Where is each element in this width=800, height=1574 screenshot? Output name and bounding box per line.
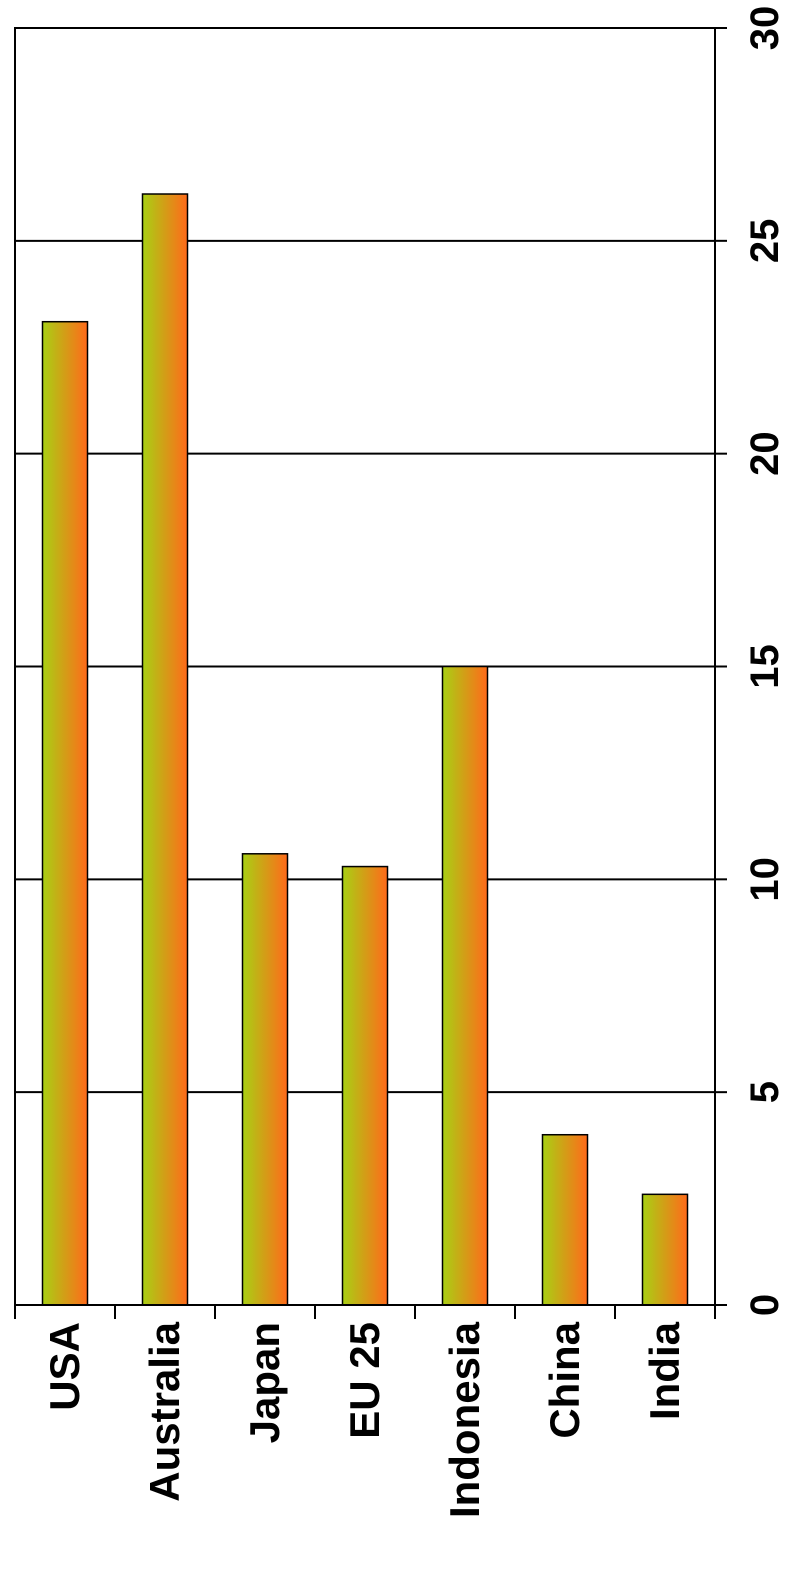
value-tick-label: 25 (743, 219, 787, 263)
bar-eu-25 (341, 865, 389, 1306)
value-tick-labels: 0 5 10 15 20 25 30 (743, 6, 787, 1316)
category-label: Japan (241, 1322, 288, 1443)
category-label: India (641, 1321, 688, 1420)
bars (41, 193, 689, 1306)
bar-india (641, 1193, 689, 1306)
plot-border (14, 27, 716, 1306)
category-label: Indonesia (441, 1321, 488, 1518)
bar-usa (41, 320, 89, 1306)
value-tick-label: 0 (743, 1294, 787, 1316)
category-labels: USA Australia Japan EU 25 Indonesia China Indi… (41, 1321, 688, 1518)
value-tick-label: 10 (743, 857, 787, 902)
category-label: USA (41, 1322, 88, 1411)
category-label: EU 25 (341, 1322, 388, 1439)
bar-japan (241, 853, 289, 1306)
value-tick-label: 20 (743, 431, 787, 476)
category-label: Australia (141, 1321, 188, 1501)
bar-indonesia (441, 665, 489, 1306)
value-tick-label: 5 (743, 1081, 787, 1103)
bar-china (541, 1133, 589, 1306)
value-tick-label: 15 (743, 644, 787, 689)
value-tick-label: 30 (743, 6, 787, 51)
category-label: China (541, 1321, 588, 1438)
axes (14, 27, 727, 1319)
bar-australia (141, 193, 189, 1306)
